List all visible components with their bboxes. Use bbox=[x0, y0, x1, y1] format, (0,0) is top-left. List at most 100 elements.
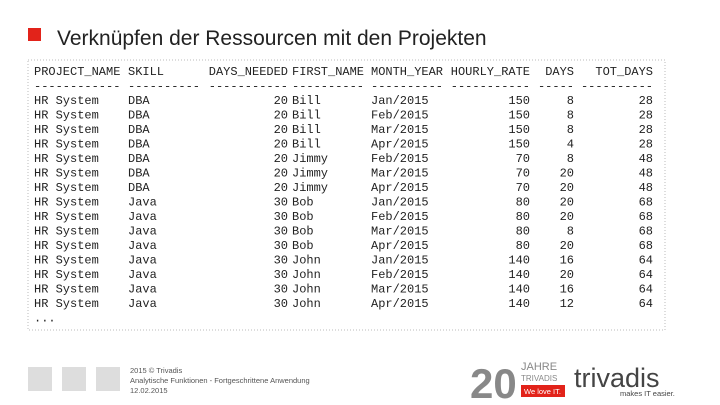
table-cell: HR System bbox=[34, 225, 99, 239]
table-cell: Java bbox=[128, 297, 157, 311]
table-cell: 20 bbox=[274, 94, 288, 108]
table-cell: DBA bbox=[128, 94, 150, 108]
table-cell: 20 bbox=[274, 167, 288, 181]
table-cell: Bob bbox=[292, 196, 314, 210]
table-cell: 150 bbox=[508, 109, 530, 123]
table-cell: 68 bbox=[639, 196, 653, 210]
output-box bbox=[27, 59, 666, 331]
table-cell: 20 bbox=[560, 167, 574, 181]
table-cell: Java bbox=[128, 210, 157, 224]
table-cell: 20 bbox=[560, 210, 574, 224]
table-cell: 140 bbox=[508, 283, 530, 297]
table-cell: 30 bbox=[274, 268, 288, 282]
table-cell: 8 bbox=[567, 152, 574, 166]
footer-line: 12.02.2015 bbox=[130, 386, 168, 395]
table-cell: Bill bbox=[292, 123, 321, 137]
table-cell: Bob bbox=[292, 239, 314, 253]
table-cell: 30 bbox=[274, 225, 288, 239]
table-cell: HR System bbox=[34, 239, 99, 253]
logo-slogan: We love IT. bbox=[524, 387, 561, 396]
table-cell: DBA bbox=[128, 152, 150, 166]
query-output: PROJECT_NAME SKILL DAYS_NEEDED FIRST_NAME MO… bbox=[34, 65, 653, 326]
table-cell: 48 bbox=[639, 152, 653, 166]
table-cell: HR System bbox=[34, 210, 99, 224]
table-cell: 70 bbox=[516, 181, 530, 195]
column-header: HOURLY_RATE bbox=[451, 65, 530, 79]
table-cell: 150 bbox=[508, 94, 530, 108]
table-cell: 20 bbox=[560, 181, 574, 195]
table-cell: Jan/2015 bbox=[371, 196, 429, 210]
table-cell: HR System bbox=[34, 152, 99, 166]
table-cell: Feb/2015 bbox=[371, 210, 429, 224]
header-rule: ------------ bbox=[34, 80, 120, 94]
table-cell: 16 bbox=[560, 283, 574, 297]
logo-jahre: JAHRE bbox=[521, 361, 557, 373]
table-cell: John bbox=[292, 254, 321, 268]
table-cell: 8 bbox=[567, 94, 574, 108]
table-cell: 80 bbox=[516, 210, 530, 224]
table-cell: HR System bbox=[34, 181, 99, 195]
table-cell: Bill bbox=[292, 94, 321, 108]
table-cell: 12 bbox=[560, 297, 574, 311]
column-header: PROJECT_NAME bbox=[34, 65, 120, 79]
table-cell: 140 bbox=[508, 254, 530, 268]
table-cell: 20 bbox=[274, 109, 288, 123]
table-cell: 48 bbox=[639, 167, 653, 181]
table-cell: Jan/2015 bbox=[371, 94, 429, 108]
table-cell: DBA bbox=[128, 181, 150, 195]
table-cell: 70 bbox=[516, 167, 530, 181]
ellipsis: ... bbox=[34, 312, 56, 326]
table-cell: 68 bbox=[639, 225, 653, 239]
table-cell: 30 bbox=[274, 239, 288, 253]
table-cell: HR System bbox=[34, 94, 99, 108]
table-cell: 64 bbox=[639, 268, 653, 282]
table-cell: DBA bbox=[128, 138, 150, 152]
table-cell: 64 bbox=[639, 283, 653, 297]
table-cell: HR System bbox=[34, 254, 99, 268]
table-cell: DBA bbox=[128, 109, 150, 123]
column-header: SKILL bbox=[128, 65, 164, 79]
table-cell: Bill bbox=[292, 138, 321, 152]
table-cell: DBA bbox=[128, 167, 150, 181]
table-cell: 64 bbox=[639, 254, 653, 268]
title-bullet bbox=[28, 28, 41, 41]
table-cell: Bill bbox=[292, 109, 321, 123]
table-cell: Apr/2015 bbox=[371, 181, 429, 195]
table-cell: 30 bbox=[274, 283, 288, 297]
header-rule: ---------- bbox=[292, 80, 364, 94]
table-cell: Jimmy bbox=[292, 167, 328, 181]
footer-square bbox=[62, 367, 86, 391]
table-cell: 30 bbox=[274, 297, 288, 311]
table-cell: Mar/2015 bbox=[371, 225, 429, 239]
table-cell: Apr/2015 bbox=[371, 239, 429, 253]
table-cell: HR System bbox=[34, 268, 99, 282]
table-cell: HR System bbox=[34, 297, 99, 311]
table-cell: Bob bbox=[292, 225, 314, 239]
table-cell: Java bbox=[128, 239, 157, 253]
table-cell: 30 bbox=[274, 196, 288, 210]
table-cell: 8 bbox=[567, 109, 574, 123]
table-cell: 68 bbox=[639, 210, 653, 224]
table-cell: 28 bbox=[639, 109, 653, 123]
table-cell: 80 bbox=[516, 196, 530, 210]
table-cell: Java bbox=[128, 283, 157, 297]
logo-years: 20 bbox=[470, 360, 517, 405]
column-header: DAYS_NEEDED bbox=[209, 65, 288, 79]
table-cell: 70 bbox=[516, 152, 530, 166]
table-cell: 20 bbox=[560, 268, 574, 282]
column-header: DAYS bbox=[545, 65, 574, 79]
table-cell: Java bbox=[128, 254, 157, 268]
table-cell: Feb/2015 bbox=[371, 268, 429, 282]
table-cell: John bbox=[292, 268, 321, 282]
logo-slogan-box bbox=[521, 385, 565, 397]
table-cell: Java bbox=[128, 196, 157, 210]
slide-title: Verknüpfen der Ressourcen mit den Projek… bbox=[57, 27, 487, 50]
table-cell: DBA bbox=[128, 123, 150, 137]
table-cell: 8 bbox=[567, 123, 574, 137]
table-cell: 20 bbox=[274, 181, 288, 195]
table-cell: Mar/2015 bbox=[371, 123, 429, 137]
table-cell: 48 bbox=[639, 181, 653, 195]
table-cell: 140 bbox=[508, 297, 530, 311]
table-cell: Jan/2015 bbox=[371, 254, 429, 268]
